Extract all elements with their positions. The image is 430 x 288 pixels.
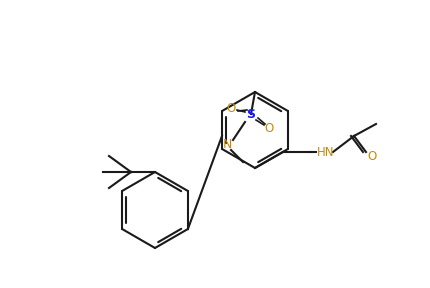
- Text: N: N: [222, 137, 232, 151]
- Text: HN: HN: [317, 145, 335, 158]
- Text: O: O: [226, 101, 236, 115]
- Text: S: S: [246, 109, 255, 122]
- Text: O: O: [367, 149, 376, 162]
- Text: O: O: [264, 122, 273, 134]
